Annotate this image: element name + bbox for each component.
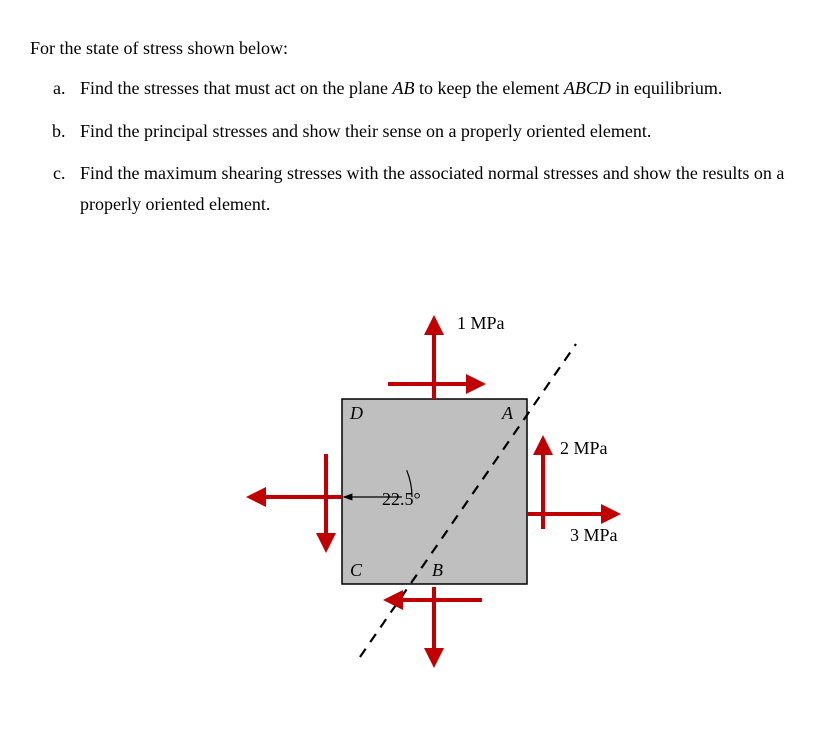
- right-normal-right-label: 3 MPa: [570, 525, 618, 545]
- top-normal-up-label: 1 MPa: [457, 313, 505, 333]
- corner-B: B: [432, 560, 443, 580]
- stress-diagram: 1 MPa 3 MPa 2 MPa D A C B 22.5°: [30, 249, 803, 729]
- question-c: Find the maximum shearing stresses with …: [70, 158, 803, 219]
- corner-D: D: [349, 403, 363, 423]
- question-list: Find the stresses that must act on the p…: [30, 73, 803, 219]
- intro-text: For the state of stress shown below:: [30, 38, 803, 59]
- question-b: Find the principal stresses and show the…: [70, 116, 803, 147]
- question-a: Find the stresses that must act on the p…: [70, 73, 803, 104]
- right-shear-up-label: 2 MPa: [560, 438, 608, 458]
- corner-A: A: [501, 403, 514, 423]
- angle-label: 22.5°: [382, 489, 421, 509]
- corner-C: C: [350, 560, 363, 580]
